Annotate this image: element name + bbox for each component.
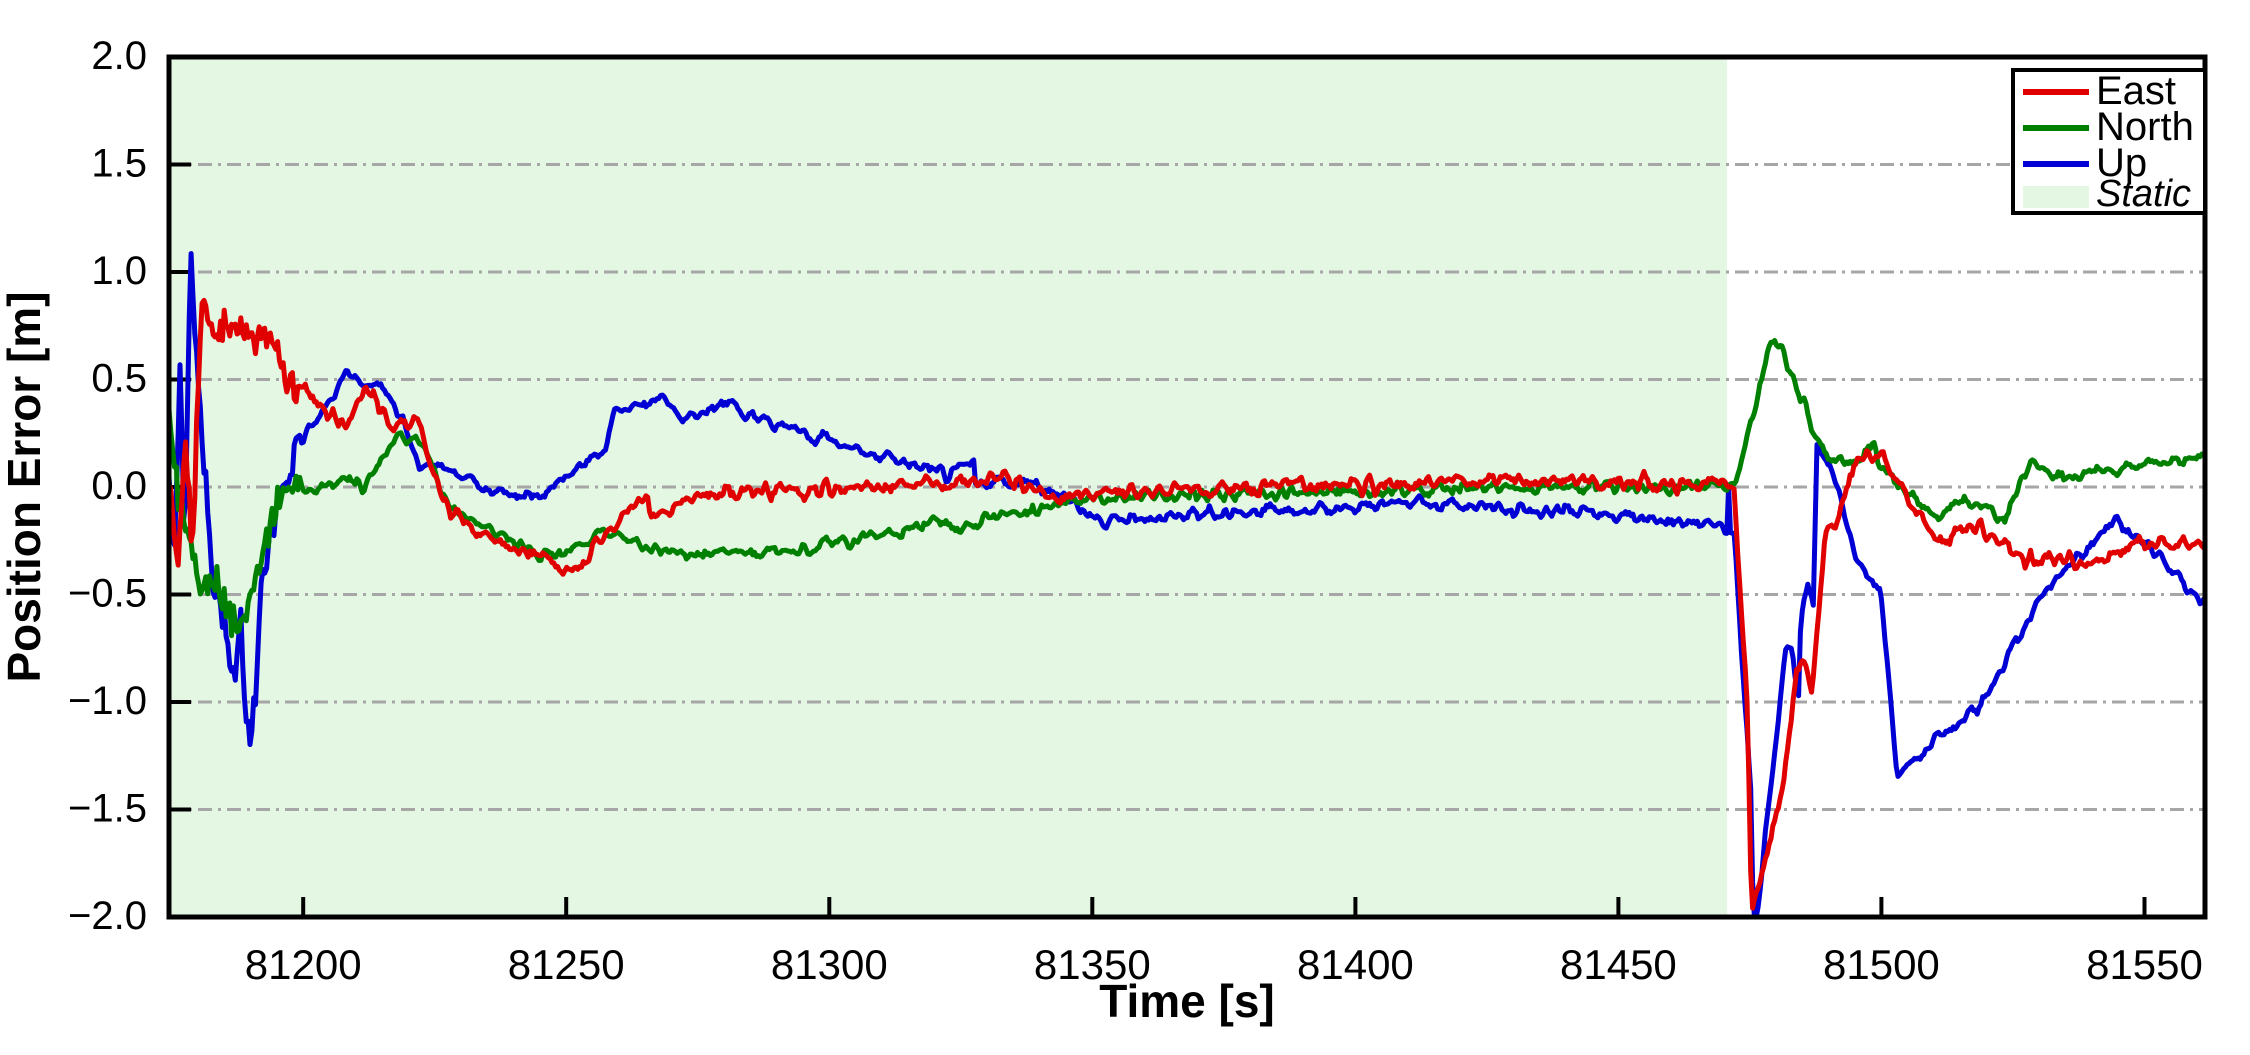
svg-text:81300: 81300 xyxy=(771,941,888,988)
svg-text:−1.5: −1.5 xyxy=(68,787,147,831)
svg-text:Position Error [m]: Position Error [m] xyxy=(0,291,50,682)
svg-text:81550: 81550 xyxy=(2086,941,2203,988)
svg-text:81500: 81500 xyxy=(1823,941,1940,988)
svg-text:1.0: 1.0 xyxy=(91,249,147,293)
svg-text:0.0: 0.0 xyxy=(91,464,147,508)
svg-text:−0.5: −0.5 xyxy=(68,572,147,616)
svg-text:−1.0: −1.0 xyxy=(68,679,147,723)
svg-text:81200: 81200 xyxy=(245,941,362,988)
svg-text:0.5: 0.5 xyxy=(91,357,147,401)
svg-text:Time [s]: Time [s] xyxy=(1099,975,1275,1027)
svg-text:−2.0: −2.0 xyxy=(68,894,147,938)
svg-text:81400: 81400 xyxy=(1297,941,1414,988)
svg-text:1.5: 1.5 xyxy=(91,142,147,186)
svg-text:81250: 81250 xyxy=(508,941,625,988)
svg-text:2.0: 2.0 xyxy=(91,34,147,78)
svg-text:81450: 81450 xyxy=(1560,941,1677,988)
svg-text:Static: Static xyxy=(2096,173,2191,215)
